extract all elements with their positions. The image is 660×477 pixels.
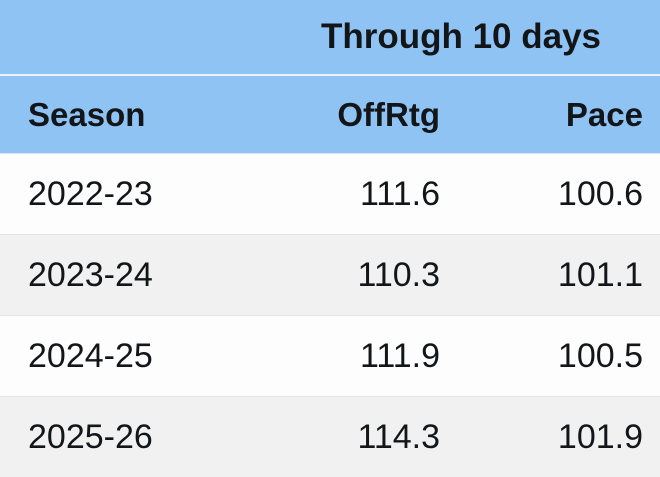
pace-cell: 101.9 [457,397,660,477]
table-row: 2022-23 111.6 100.6 [0,154,660,235]
offrtg-cell: 114.3 [250,397,457,477]
offrtg-cell: 111.6 [250,154,457,235]
table-row: 2025-26 114.3 101.9 [0,397,660,477]
season-cell: 2022-23 [0,154,250,235]
column-header-pace: Pace [457,75,660,154]
table-title: Through 10 days [250,0,660,75]
title-spacer-cell [0,0,250,75]
offrtg-cell: 111.9 [250,316,457,397]
table-title-row: Through 10 days [0,0,660,75]
table-row: 2023-24 110.3 101.1 [0,235,660,316]
season-cell: 2024-25 [0,316,250,397]
season-cell: 2025-26 [0,397,250,477]
column-header-season: Season [0,75,250,154]
pace-cell: 100.5 [457,316,660,397]
offrtg-cell: 110.3 [250,235,457,316]
season-cell: 2023-24 [0,235,250,316]
column-header-row: Season OffRtg Pace [0,75,660,154]
table-row: 2024-25 111.9 100.5 [0,316,660,397]
pace-cell: 100.6 [457,154,660,235]
column-header-offrtg: OffRtg [250,75,457,154]
pace-cell: 101.1 [457,235,660,316]
